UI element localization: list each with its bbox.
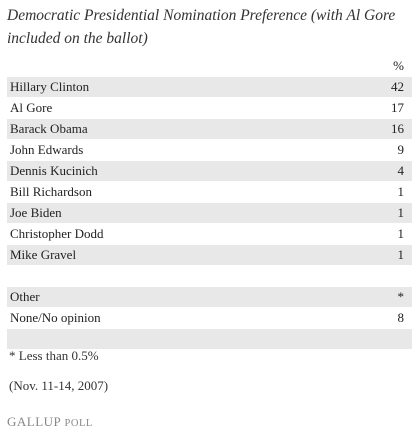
row-label: John Edwards xyxy=(10,142,84,157)
table-row: Other * xyxy=(7,287,412,307)
row-label: Bill Richardson xyxy=(10,184,92,199)
row-value: 1 xyxy=(397,184,405,199)
spacer-row xyxy=(7,329,412,349)
row-value: 17 xyxy=(391,100,404,115)
row-value: 16 xyxy=(391,121,404,136)
row-value: 1 xyxy=(397,226,405,241)
row-label: Joe Biden xyxy=(10,205,62,220)
title: Democratic Presidential Nomination Prefe… xyxy=(7,7,396,47)
row-value: 1 xyxy=(397,205,405,220)
table-row: None/No opinion 8 xyxy=(7,308,412,328)
column-header: % xyxy=(393,58,404,73)
row-label: Hillary Clinton xyxy=(10,79,90,94)
spacer-row xyxy=(7,266,412,286)
row-label: Dennis Kucinich xyxy=(10,163,98,178)
footnote: * Less than 0.5% xyxy=(9,348,99,363)
brand-suffix: Poll xyxy=(64,418,93,429)
row-value: 1 xyxy=(397,247,405,262)
row-label: Other xyxy=(10,289,40,304)
table-row: Al Gore 17 xyxy=(7,98,412,118)
source: Gallup Poll xyxy=(7,414,93,430)
table-row: John Edwards 9 xyxy=(7,140,412,160)
table-row: Dennis Kucinich 4 xyxy=(7,161,412,181)
header-row: % xyxy=(7,56,412,76)
brand: Gallup xyxy=(7,414,61,429)
table-row: Hillary Clinton 42 xyxy=(7,77,412,97)
row-label: None/No opinion xyxy=(10,310,101,325)
table-row: Barack Obama 16 xyxy=(7,119,412,139)
row-label: Mike Gravel xyxy=(10,247,77,262)
row-value: 9 xyxy=(397,142,405,157)
row-value: 4 xyxy=(397,163,405,178)
row-value: * xyxy=(397,289,405,304)
date: (Nov. 11-14, 2007) xyxy=(9,378,109,393)
row-label: Al Gore xyxy=(10,100,53,115)
row-value: 42 xyxy=(391,79,404,94)
row-value: 8 xyxy=(397,310,405,325)
row-label: Barack Obama xyxy=(10,121,88,136)
row-label: Christopher Dodd xyxy=(10,226,104,241)
table-row: Mike Gravel 1 xyxy=(7,245,412,265)
table-row: Joe Biden 1 xyxy=(7,203,412,223)
table-row: Bill Richardson 1 xyxy=(7,182,412,202)
table-row: Christopher Dodd 1 xyxy=(7,224,412,244)
